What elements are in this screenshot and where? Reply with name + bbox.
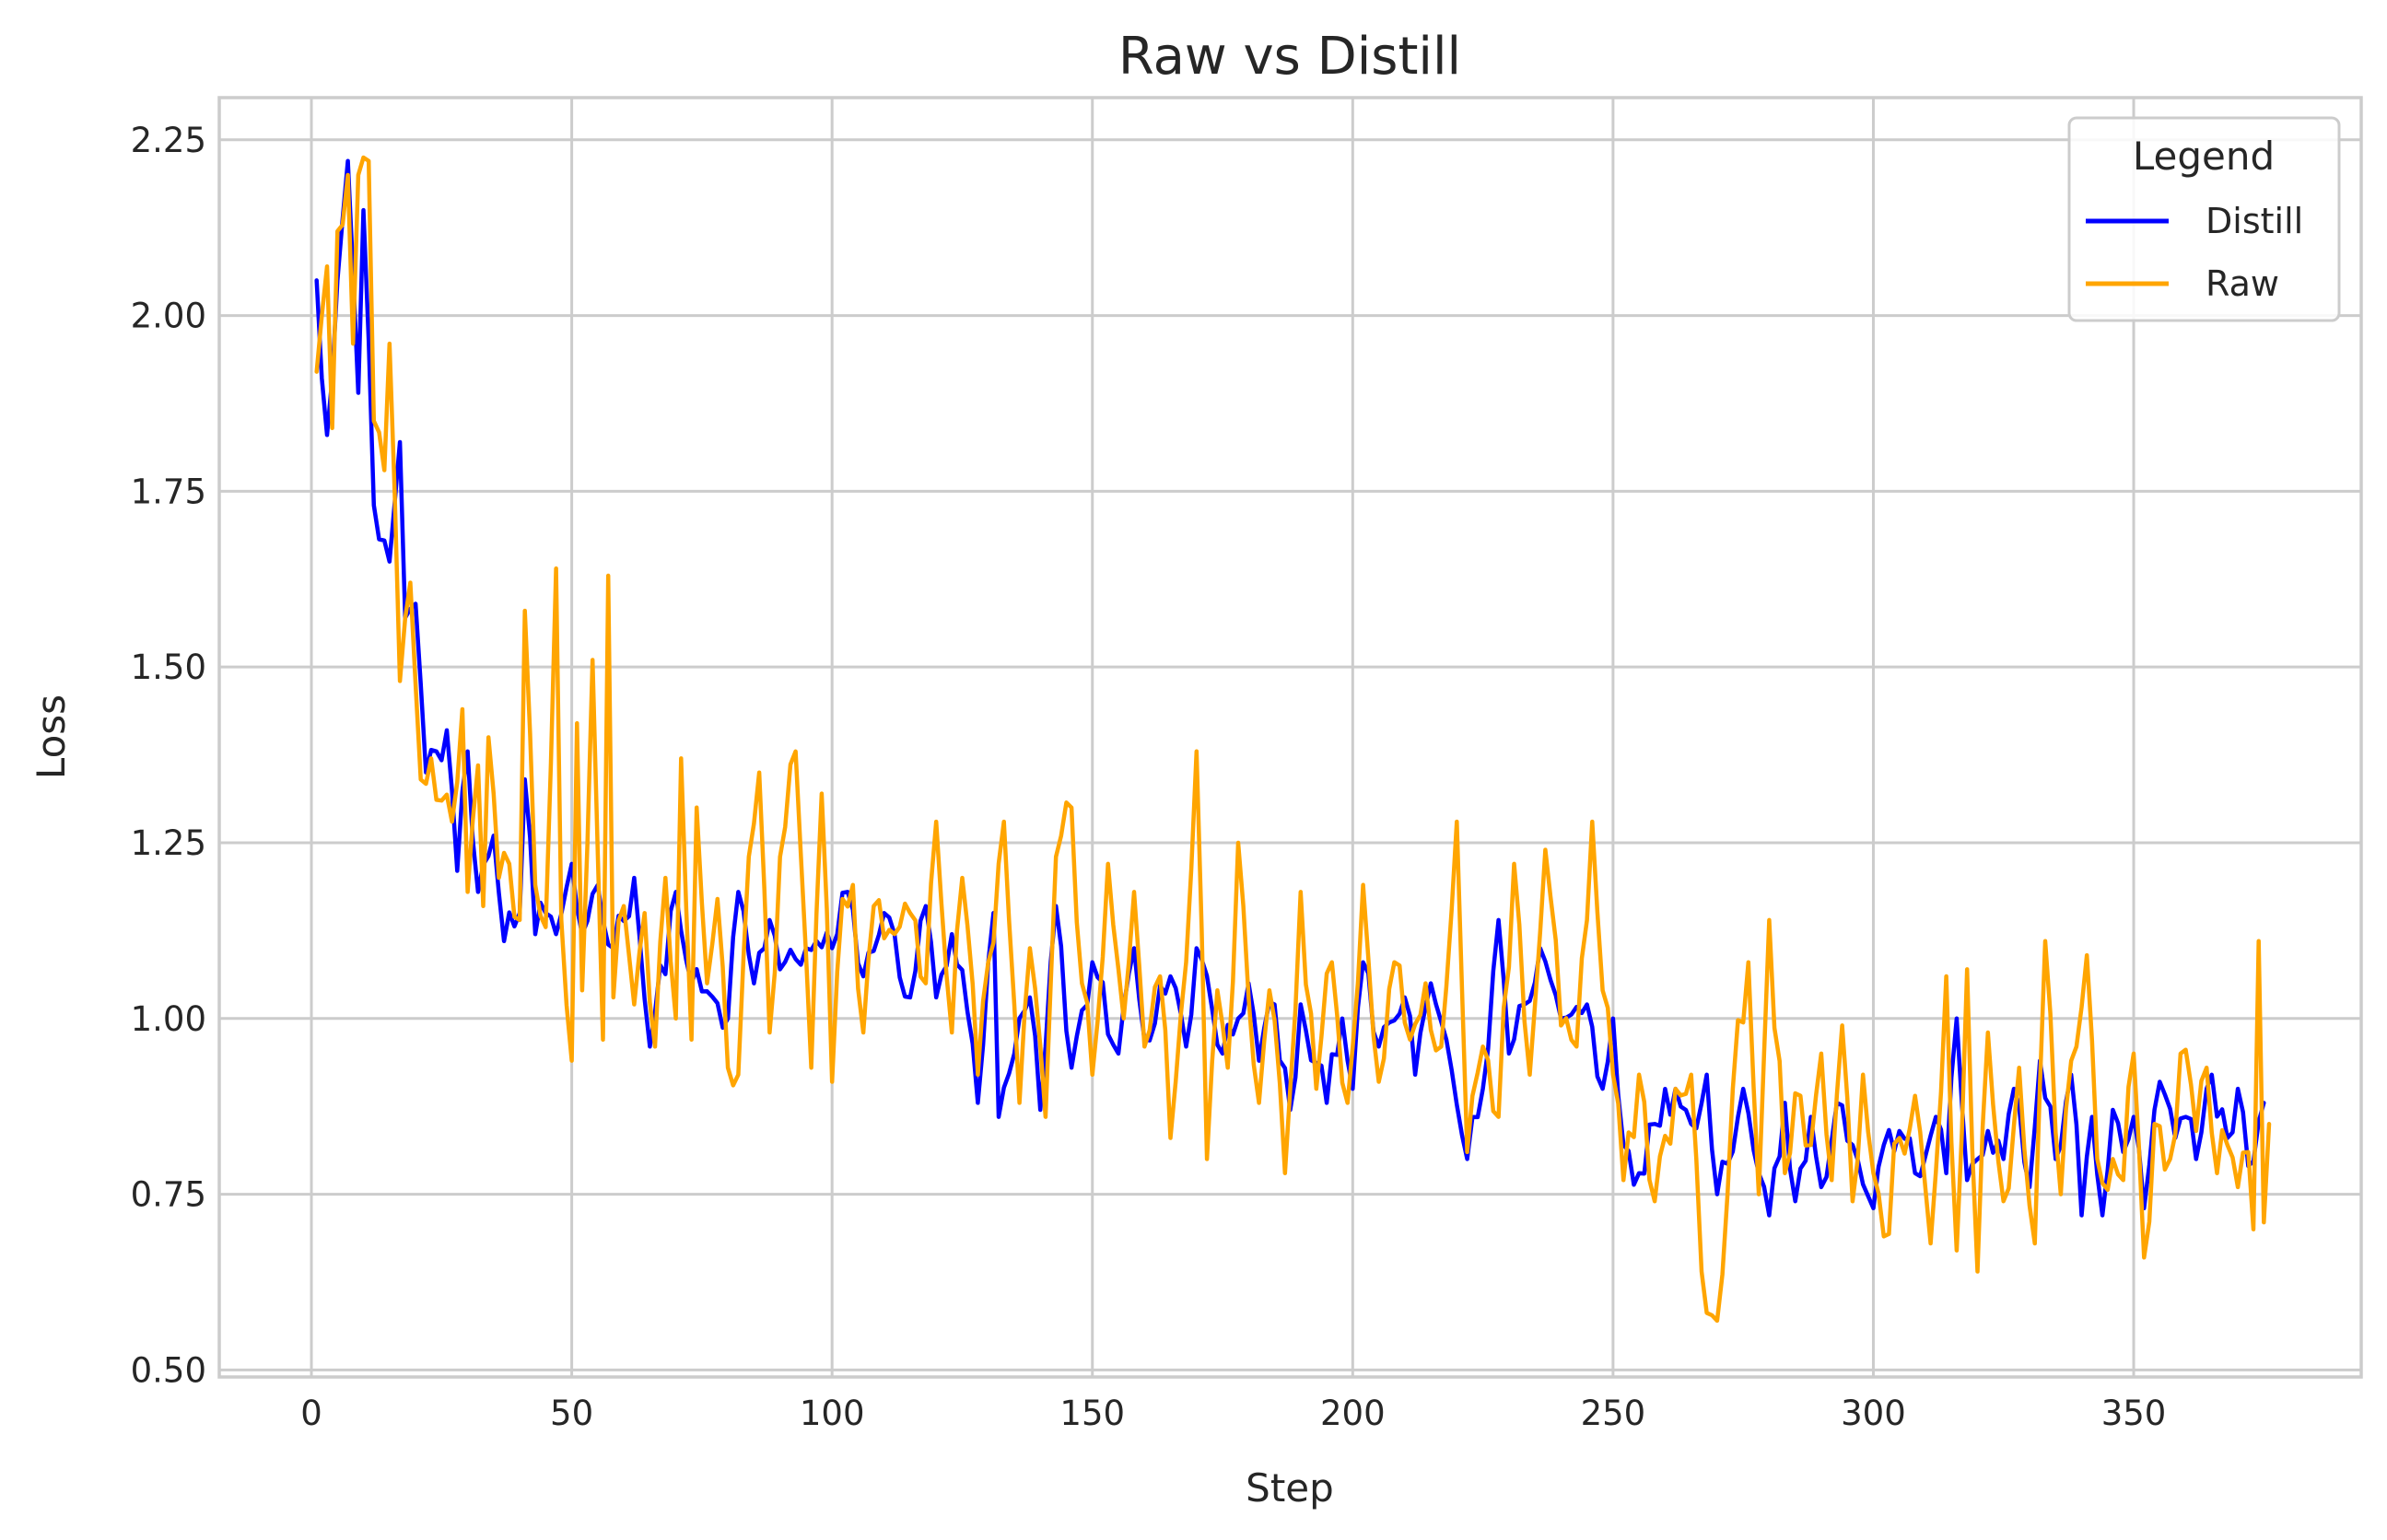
y-tick-label: 1.25 [131, 823, 206, 863]
y-tick-label: 2.00 [131, 297, 206, 336]
series-layer [314, 155, 2272, 1324]
y-tick-label: 1.75 [131, 472, 206, 511]
y-tick-label: 0.75 [131, 1175, 206, 1215]
legend: Legend Distill Raw [2067, 116, 2341, 322]
x-tick-label: 100 [800, 1394, 865, 1433]
x-axis-label: Step [1246, 1465, 1334, 1511]
plot-frame [217, 96, 2363, 1379]
x-tick-label: 250 [1581, 1394, 1646, 1433]
y-tick-label: 1.50 [131, 648, 206, 687]
legend-label-raw: Raw [2206, 263, 2279, 304]
x-tick-label: 150 [1059, 1394, 1125, 1433]
x-tick-label: 0 [300, 1394, 322, 1433]
legend-title: Legend [2133, 134, 2275, 179]
legend-box [2067, 116, 2341, 322]
series-line-raw [314, 155, 2272, 1324]
chart-title: Raw vs Distill [1118, 27, 1461, 87]
x-tick-label: 300 [1841, 1394, 1906, 1433]
x-tick-label: 50 [550, 1394, 593, 1433]
x-tick-label: 350 [2101, 1394, 2167, 1433]
x-tick-label: 200 [1320, 1394, 1386, 1433]
y-tick-label: 0.50 [131, 1350, 206, 1390]
legend-label-distill: Distill [2206, 201, 2303, 241]
y-tick-label: 2.25 [131, 121, 206, 160]
tick-labels: 0 50 100 150 200 250 300 350 0.50 0.75 1.00 1.25 1.5… [131, 121, 2167, 1433]
y-tick-label: 1.00 [131, 999, 206, 1039]
y-axis-label: Loss [29, 694, 74, 779]
